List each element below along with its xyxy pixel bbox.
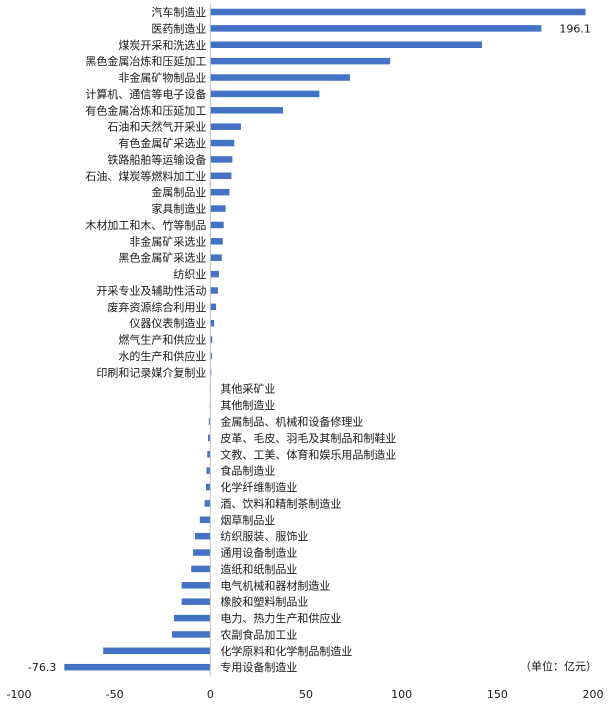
bar xyxy=(210,57,391,65)
x-tick-label: -50 xyxy=(106,688,124,701)
category-label: 酒、饮料和精制茶制造业 xyxy=(220,496,341,510)
x-tick-label: 50 xyxy=(299,688,313,701)
bar xyxy=(210,254,222,261)
bar xyxy=(210,238,223,245)
bar xyxy=(210,319,215,327)
category-label: 黑色金属矿采选业 xyxy=(118,251,206,265)
category-label: 通用设备制造业 xyxy=(220,546,297,560)
category-label: 其他采矿业 xyxy=(220,383,275,396)
x-tick-label: 150 xyxy=(487,688,508,701)
category-label: 有色金属矿采选业 xyxy=(118,136,206,150)
x-tick-label: -100 xyxy=(7,688,32,701)
category-label: 专用设备制造业 xyxy=(220,660,297,674)
category-label: 开采专业及辅助性活动 xyxy=(96,283,206,297)
x-tick-label: 200 xyxy=(583,688,604,701)
bar xyxy=(210,287,218,294)
x-tick-label: 100 xyxy=(391,688,412,701)
category-label: 橡胶和塑料制品业 xyxy=(220,595,308,609)
bar xyxy=(64,663,211,671)
category-label: 金属制品业 xyxy=(151,185,206,199)
category-label: 农副食品加工业 xyxy=(220,627,297,641)
category-label: 煤炭开采和洗选业 xyxy=(118,39,206,52)
bar xyxy=(210,221,224,229)
data-label: -76.3 xyxy=(28,661,56,674)
bar xyxy=(210,270,219,278)
category-label: 非金属矿物制品业 xyxy=(118,71,206,85)
bar xyxy=(208,434,211,442)
category-label: 铁路船舶等运输设备 xyxy=(107,152,206,166)
category-label: 家具制造业 xyxy=(151,202,206,216)
data-labels-group: 196.1 -76.3 xyxy=(28,22,591,674)
category-label: 木材加工和木、竹等制品 xyxy=(85,218,206,232)
category-label: 印刷和记录媒介复制业 xyxy=(96,365,206,379)
category-label: 有色金属冶炼和压延加工 xyxy=(85,103,206,117)
bar xyxy=(103,647,211,655)
bar xyxy=(210,25,542,32)
category-label: 造纸和纸制品业 xyxy=(220,562,297,576)
category-label: 电力、热力生产和供应业 xyxy=(220,611,341,625)
category-label: 废弃资源综合利用业 xyxy=(107,300,206,314)
bar xyxy=(204,500,211,507)
bar xyxy=(206,467,211,474)
bar xyxy=(181,598,211,605)
category-label: 文教、工美、体育和娱乐用品制造业 xyxy=(220,447,396,461)
category-label: 水的生产和供应业 xyxy=(118,349,206,363)
category-label: 燃气生产和供应业 xyxy=(118,333,206,347)
category-label: 烟草制品业 xyxy=(220,513,275,527)
bar xyxy=(195,532,211,540)
category-label: 食品制造业 xyxy=(220,464,275,478)
unit-note: （单位：亿元） xyxy=(520,659,597,673)
bar xyxy=(193,549,211,556)
bar xyxy=(172,631,211,638)
category-label: 非金属矿采选业 xyxy=(129,234,206,248)
category-label: 汽车制造业 xyxy=(151,5,206,19)
bar xyxy=(210,188,230,196)
category-label: 皮革、毛皮、羽毛及其制品和制鞋业 xyxy=(220,431,396,445)
bar xyxy=(210,336,213,343)
x-tick-labels-group: -100 -50 0 50 100 150 200 xyxy=(7,688,604,701)
data-label: 196.1 xyxy=(559,22,591,35)
bar xyxy=(210,107,284,114)
category-labels-group: 汽车制造业医药制造业煤炭开采和洗选业黑色金属冶炼和压延加工非金属矿物制品业计算机… xyxy=(85,5,396,674)
bar xyxy=(207,451,211,458)
category-label: 纺织服装、服饰业 xyxy=(220,529,308,543)
category-label: 仪器仪表制造业 xyxy=(129,316,206,330)
bar xyxy=(173,614,211,622)
bar xyxy=(191,565,211,573)
category-label: 化学原料和化学制品制造业 xyxy=(220,644,352,658)
bars-group xyxy=(64,8,586,671)
bar xyxy=(210,205,226,212)
bar xyxy=(210,303,217,311)
bar xyxy=(210,139,235,147)
bar xyxy=(205,483,211,491)
bar xyxy=(181,582,211,589)
category-label: 石油、煤炭等燃料加工业 xyxy=(85,169,206,183)
bar xyxy=(210,90,320,98)
category-label: 石油和天然气开采业 xyxy=(107,120,206,134)
bar xyxy=(199,516,211,524)
bar xyxy=(210,123,241,130)
category-label: 化学纤维制造业 xyxy=(220,480,297,494)
category-label: 其他制造业 xyxy=(220,398,275,412)
bar xyxy=(210,8,586,16)
category-label: 金属制品、机械和设备修理业 xyxy=(220,415,363,429)
category-label: 计算机、通信等电子设备 xyxy=(85,87,206,101)
category-label: 医药制造业 xyxy=(151,21,206,35)
x-tick-label: 0 xyxy=(207,688,214,701)
bar xyxy=(210,352,212,360)
category-label: 电气机械和器材制造业 xyxy=(220,578,330,592)
bar xyxy=(210,74,350,81)
category-label: 纺织业 xyxy=(173,267,206,281)
bar xyxy=(210,41,483,49)
bar xyxy=(208,418,211,425)
category-label: 黑色金属冶炼和压延加工 xyxy=(85,54,206,68)
bar xyxy=(210,172,232,180)
bar xyxy=(210,156,233,163)
